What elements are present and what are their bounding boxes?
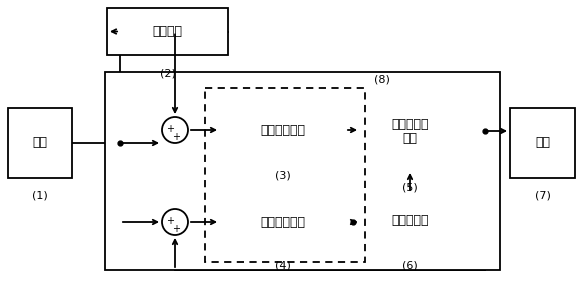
Circle shape bbox=[162, 209, 188, 235]
Text: 自适应控制器: 自适应控制器 bbox=[260, 215, 305, 229]
Bar bbox=[360, 92, 460, 170]
Text: +: + bbox=[173, 223, 180, 234]
Text: (8): (8) bbox=[374, 75, 390, 85]
Text: (7): (7) bbox=[535, 191, 550, 201]
Text: (4): (4) bbox=[275, 261, 290, 271]
Text: 参数逼近値: 参数逼近値 bbox=[391, 214, 429, 227]
Text: (5): (5) bbox=[402, 183, 418, 193]
Bar bbox=[220, 196, 345, 248]
Text: +: + bbox=[173, 131, 180, 141]
Text: +: + bbox=[167, 124, 174, 134]
Text: +: + bbox=[167, 216, 174, 226]
Circle shape bbox=[162, 117, 188, 143]
Text: (1): (1) bbox=[32, 191, 48, 201]
Bar bbox=[360, 193, 460, 248]
Bar bbox=[510, 108, 575, 178]
Text: 期望轨迹: 期望轨迹 bbox=[153, 25, 182, 38]
Bar bbox=[205, 88, 365, 262]
Bar bbox=[8, 108, 72, 178]
Text: 输出: 输出 bbox=[535, 136, 550, 149]
Text: (2): (2) bbox=[160, 68, 175, 78]
Text: 器人: 器人 bbox=[402, 131, 417, 144]
Bar bbox=[220, 102, 345, 158]
Text: 滑模主控制器: 滑模主控制器 bbox=[260, 123, 305, 136]
Bar bbox=[107, 8, 228, 55]
Text: (6): (6) bbox=[402, 261, 418, 271]
Text: 上肢康复机: 上肢康复机 bbox=[391, 118, 429, 131]
Text: 输入: 输入 bbox=[33, 136, 47, 149]
Bar bbox=[105, 72, 500, 270]
Text: (3): (3) bbox=[275, 171, 290, 181]
